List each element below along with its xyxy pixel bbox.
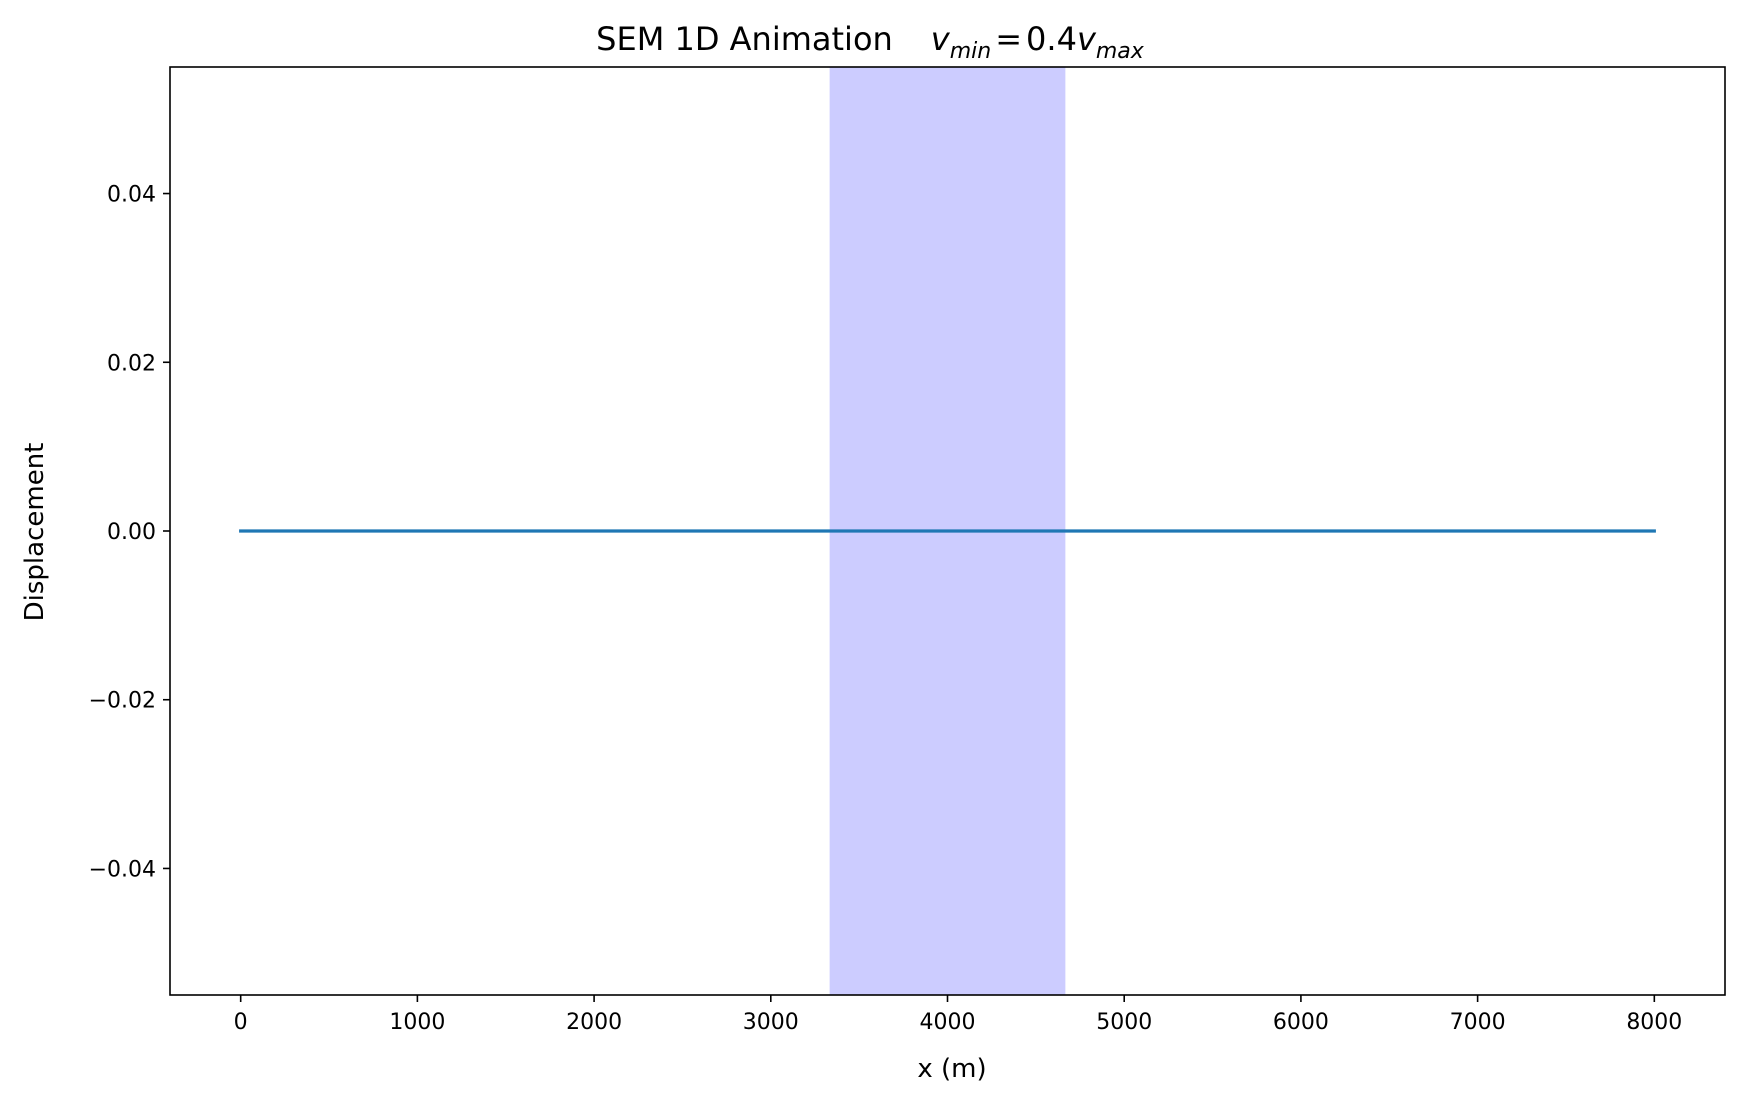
- x-tick-label: 0: [234, 1010, 248, 1035]
- x-tick-label: 2000: [566, 1010, 622, 1035]
- y-tick-label: 0.02: [107, 351, 156, 376]
- y-axis-label: Displacement: [20, 443, 50, 622]
- x-tick-label: 6000: [1273, 1010, 1329, 1035]
- y-tick-label: 0.04: [107, 183, 156, 208]
- x-axis-ticks: 0 1000 2000 3000 4000 5000 6000 7000 8000: [234, 995, 1682, 1035]
- x-tick-label: 5000: [1096, 1010, 1152, 1035]
- x-tick-label: 1000: [389, 1010, 445, 1035]
- x-tick-label: 8000: [1626, 1010, 1682, 1035]
- x-axis-label: x (m): [917, 1054, 986, 1084]
- x-tick-label: 7000: [1450, 1010, 1506, 1035]
- chart-title: SEM 1D Animation vmin = 0.4vmax: [596, 20, 1145, 64]
- y-tick-label: −0.02: [89, 689, 156, 714]
- title-math-equals: =: [995, 20, 1022, 58]
- chart-title-text: SEM 1D Animation: [596, 20, 893, 58]
- title-math-var-left: v: [931, 20, 951, 58]
- y-tick-label: −0.04: [89, 857, 156, 882]
- title-math-sub-right: max: [1096, 39, 1145, 64]
- plot-area: [169, 66, 1726, 996]
- title-math-sub-left: min: [950, 39, 992, 64]
- title-math-coef: 0.4: [1026, 20, 1077, 58]
- title-math-var-right: v: [1077, 20, 1097, 58]
- y-axis-ticks: −0.04 −0.02 0.00 0.02 0.04: [89, 183, 170, 882]
- x-tick-label: 4000: [920, 1010, 976, 1035]
- x-tick-label: 3000: [743, 1010, 799, 1035]
- y-tick-label: 0.00: [107, 520, 156, 545]
